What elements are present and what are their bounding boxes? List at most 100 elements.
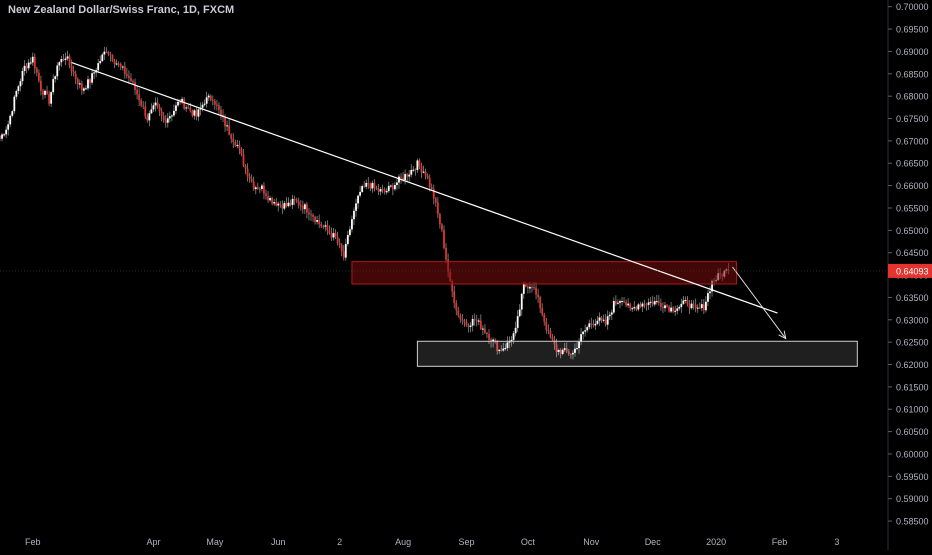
candle-down: [496, 341, 499, 352]
candle-down: [526, 286, 529, 289]
candle-up: [27, 62, 30, 69]
candle-down: [539, 297, 542, 309]
candle-up: [85, 88, 87, 90]
candle-down: [40, 80, 42, 91]
candle-down: [400, 176, 402, 178]
candle-up: [103, 51, 106, 55]
candle-down: [467, 325, 470, 327]
candle-up: [385, 191, 388, 193]
candle-up: [332, 233, 335, 238]
price-tick-label: 0.65000: [896, 226, 929, 236]
candle-up: [412, 169, 415, 171]
candle-down: [320, 224, 323, 227]
price-tick-label: 0.65500: [896, 203, 929, 213]
candle-down: [432, 188, 435, 199]
candle-up: [58, 62, 61, 66]
candle-up: [584, 330, 587, 332]
candle-down: [128, 75, 130, 78]
time-axis[interactable]: Feb Apr May Jun 2 Aug Sep Oct Nov Dec 2020 Feb 3: [25, 537, 839, 547]
candle-down: [406, 174, 409, 177]
candle-up: [387, 185, 390, 192]
candle-down: [418, 160, 421, 167]
candle-down: [479, 320, 482, 330]
candle-down: [80, 83, 83, 91]
candle-down: [668, 306, 670, 312]
candle-up: [13, 96, 16, 112]
candle-up: [23, 65, 26, 71]
candle-down: [46, 90, 48, 94]
candle-up: [291, 198, 294, 205]
candle-up: [502, 348, 505, 351]
candle-up: [207, 95, 210, 98]
candle-up: [148, 113, 151, 121]
candle-down: [76, 79, 79, 85]
candle-down: [334, 233, 337, 238]
price-tick-label: 0.58500: [896, 517, 929, 527]
candle-up: [398, 176, 400, 183]
candle-down: [211, 99, 214, 101]
candle-up: [205, 97, 208, 104]
candle-down: [140, 100, 143, 106]
candle-down: [72, 71, 75, 74]
price-axis[interactable]: 0.70000 0.69500 0.69000 0.68500 0.68000 0.675…: [888, 2, 932, 527]
candle-up: [170, 115, 173, 117]
candle-up: [389, 185, 392, 187]
candle-down: [265, 193, 267, 197]
candle-down: [475, 320, 478, 322]
candle-up: [355, 203, 357, 211]
candlestick-series: [0, 46, 730, 360]
candle-down: [535, 287, 537, 295]
candle-up: [529, 286, 531, 289]
candle-up: [3, 134, 5, 136]
candle-up: [316, 220, 319, 222]
candle-down: [635, 307, 638, 310]
candle-down: [553, 339, 556, 345]
candle-down: [232, 139, 235, 143]
chart-title: New Zealand Dollar/Swiss Franc, 1D, FXCM: [8, 4, 235, 16]
candle-down: [156, 102, 159, 107]
candle-up: [371, 182, 374, 189]
candle-up: [518, 309, 521, 317]
price-tick-label: 0.66500: [896, 159, 929, 169]
candle-down: [373, 182, 376, 188]
candle-up: [586, 327, 589, 331]
candle-up: [676, 308, 679, 311]
price-tick-label: 0.63500: [896, 293, 929, 303]
candle-down: [267, 196, 269, 201]
price-tick-label: 0.67500: [896, 114, 929, 124]
candle-up: [52, 79, 55, 93]
candle-up: [11, 111, 14, 116]
candle-up: [580, 334, 582, 342]
candle-down: [672, 307, 675, 312]
candle-down: [600, 317, 603, 320]
price-tick-label: 0.69500: [896, 25, 929, 35]
candle-down: [113, 60, 116, 65]
candle-up: [572, 352, 574, 355]
candle-up: [574, 348, 576, 353]
candle-down: [146, 116, 149, 121]
candle-up: [201, 104, 204, 108]
candle-up: [273, 202, 276, 204]
candle-up: [1, 134, 3, 139]
candle-up: [596, 320, 599, 324]
candle-up: [594, 323, 597, 326]
candle-up: [588, 323, 591, 328]
candle-up: [422, 171, 425, 173]
candle-down: [246, 168, 249, 177]
candle-down: [281, 204, 284, 209]
candle-down: [623, 301, 625, 303]
zone-annotations: [351, 261, 858, 367]
candle-up: [619, 301, 621, 303]
candle-up: [99, 61, 102, 64]
candle-down: [297, 201, 300, 206]
price-tick-label: 0.62500: [896, 338, 929, 348]
candle-down: [686, 300, 689, 305]
candle-down: [488, 334, 490, 340]
candle-up: [492, 339, 495, 342]
candle-down: [500, 349, 503, 351]
candle-down: [537, 294, 540, 298]
candle-down: [37, 72, 40, 81]
candle-down: [138, 94, 141, 101]
